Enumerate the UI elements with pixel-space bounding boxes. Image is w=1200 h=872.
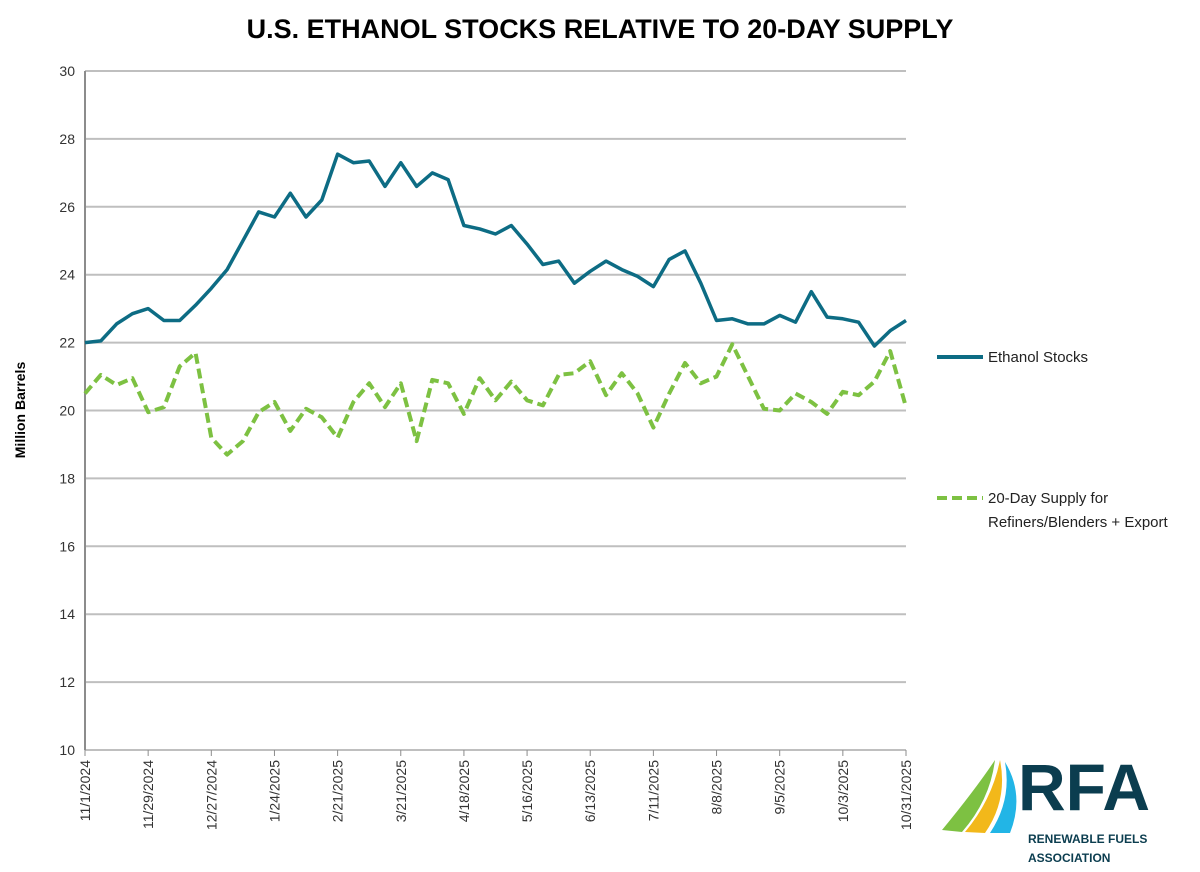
x-tick-label: 6/13/2025 — [582, 760, 598, 822]
y-tick-label: 10 — [59, 742, 75, 758]
legend: Ethanol Stocks 20-Day Supply for Refiner… — [937, 349, 1169, 531]
x-tick-label: 8/8/2025 — [709, 760, 725, 815]
logo-subtitle-2: ASSOCIATION — [1028, 851, 1110, 865]
x-tick-label: 12/27/2024 — [203, 760, 219, 830]
logo-text: RFA — [1018, 750, 1150, 824]
logo-swoosh-green — [942, 760, 995, 832]
x-tick-label: 10/3/2025 — [835, 760, 851, 822]
x-tick-label: 11/1/2024 — [77, 760, 93, 821]
y-tick-label: 30 — [59, 63, 75, 79]
logo-subtitle-1: RENEWABLE FUELS — [1028, 832, 1147, 846]
series-line-ethanol-stocks — [84, 152, 907, 348]
legend-label-ethanol-stocks: Ethanol Stocks — [988, 349, 1088, 366]
y-tick-label: 18 — [59, 470, 75, 486]
y-tick-label: 14 — [59, 606, 75, 622]
x-tick-label: 4/18/2025 — [456, 760, 472, 822]
logo-swoosh-yellow — [965, 760, 1003, 833]
x-tick-label: 10/31/2025 — [898, 760, 914, 830]
rfa-logo: RFA RENEWABLE FUELS ASSOCIATION — [942, 750, 1150, 865]
chart-title: U.S. ETHANOL STOCKS RELATIVE TO 20-DAY S… — [246, 14, 954, 44]
y-tick-label: 26 — [59, 199, 75, 215]
x-tick-label: 9/5/2025 — [772, 760, 788, 815]
legend-label-20-day-supply-line1: 20-Day Supply for — [988, 490, 1108, 507]
x-tick-label: 2/21/2025 — [330, 760, 346, 822]
y-tick-label: 12 — [59, 674, 75, 690]
x-tick-label: 3/21/2025 — [393, 760, 409, 822]
y-tick-label: 16 — [59, 538, 75, 554]
x-tick-label: 5/16/2025 — [519, 760, 535, 822]
y-tick-label: 24 — [59, 267, 75, 283]
y-tick-label: 22 — [59, 335, 75, 351]
y-tick-label: 20 — [59, 403, 75, 419]
logo-swoosh-blue — [990, 762, 1017, 833]
legend-label-20-day-supply-line2: Refiners/Blenders + Export — [988, 514, 1169, 531]
series-line-20-day-supply — [83, 342, 908, 457]
x-tick-label: 7/11/2025 — [645, 760, 661, 821]
x-tick-label: 11/29/2024 — [140, 760, 156, 829]
x-tick-label: 1/24/2025 — [266, 760, 282, 822]
y-tick-label: 28 — [59, 131, 75, 147]
y-axis-label: Million Barrels — [12, 362, 28, 459]
